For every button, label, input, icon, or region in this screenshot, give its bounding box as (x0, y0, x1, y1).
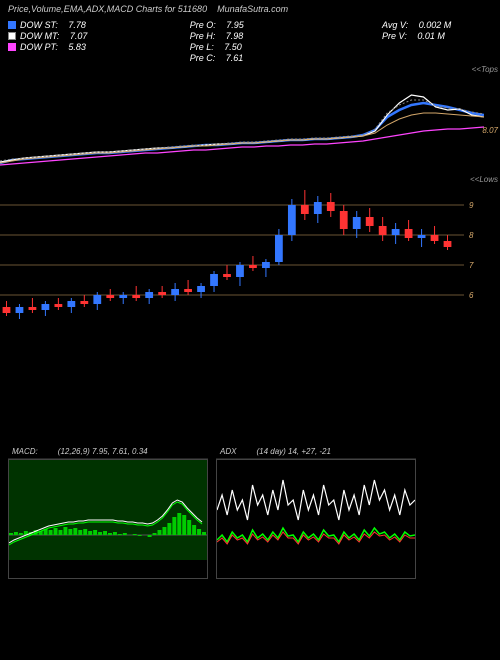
chart-title: Price,Volume,EMA,ADX,MACD Charts for 511… (0, 0, 500, 18)
macd-panel: MACD: (12,26,9) 7.95, 7.61, 0.34 (8, 445, 208, 579)
adx-params: (14 day) 14, +27, -21 (256, 447, 331, 456)
tops-label: <<Tops (472, 65, 498, 74)
price-label: 8.07 (482, 126, 498, 135)
pre-vol: Pre V: 0.01 M (382, 31, 492, 41)
prev-open: Pre O: 7.95 (190, 20, 280, 30)
svg-text:7: 7 (469, 261, 474, 270)
adx-label: ADX (220, 447, 236, 456)
svg-text:8: 8 (469, 231, 474, 240)
legend-dow-st: DOW ST: 7.78 (8, 20, 87, 30)
candle-chart: <<Lows 6 7 8 9 (0, 175, 500, 325)
svg-text:6: 6 (469, 291, 474, 300)
prev-low: Pre L: 7.50 (190, 42, 280, 52)
macd-params: (12,26,9) 7.95, 7.61, 0.34 (58, 447, 148, 456)
adx-panel: ADX (14 day) 14, +27, -21 (216, 445, 416, 579)
lows-label: <<Lows (470, 175, 498, 184)
ema-chart: <<Tops 8.07 (0, 65, 500, 175)
legend-dow-mt: DOW MT: 7.07 (8, 31, 87, 41)
legend-row: DOW ST: 7.78 DOW MT: 7.07 DOW PT: 5.83 P… (0, 18, 500, 65)
avg-vol: Avg V: 0.002 M (382, 20, 492, 30)
svg-text:9: 9 (469, 201, 474, 210)
prev-close: Pre C: 7.61 (190, 53, 280, 63)
macd-label: MACD: (12, 447, 38, 456)
legend-dow-pt: DOW PT: 5.83 (8, 42, 87, 52)
prev-high: Pre H: 7.98 (190, 31, 280, 41)
